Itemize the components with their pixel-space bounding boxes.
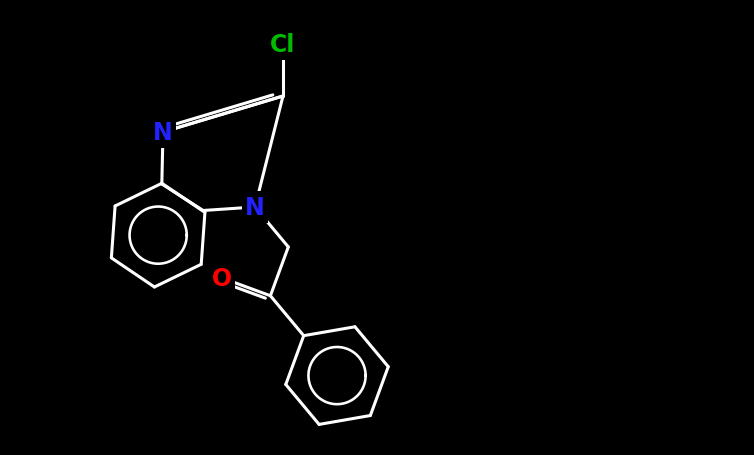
Text: N: N bbox=[245, 196, 265, 219]
Text: Cl: Cl bbox=[271, 33, 296, 57]
Text: O: O bbox=[212, 266, 231, 290]
Text: N: N bbox=[153, 121, 173, 145]
